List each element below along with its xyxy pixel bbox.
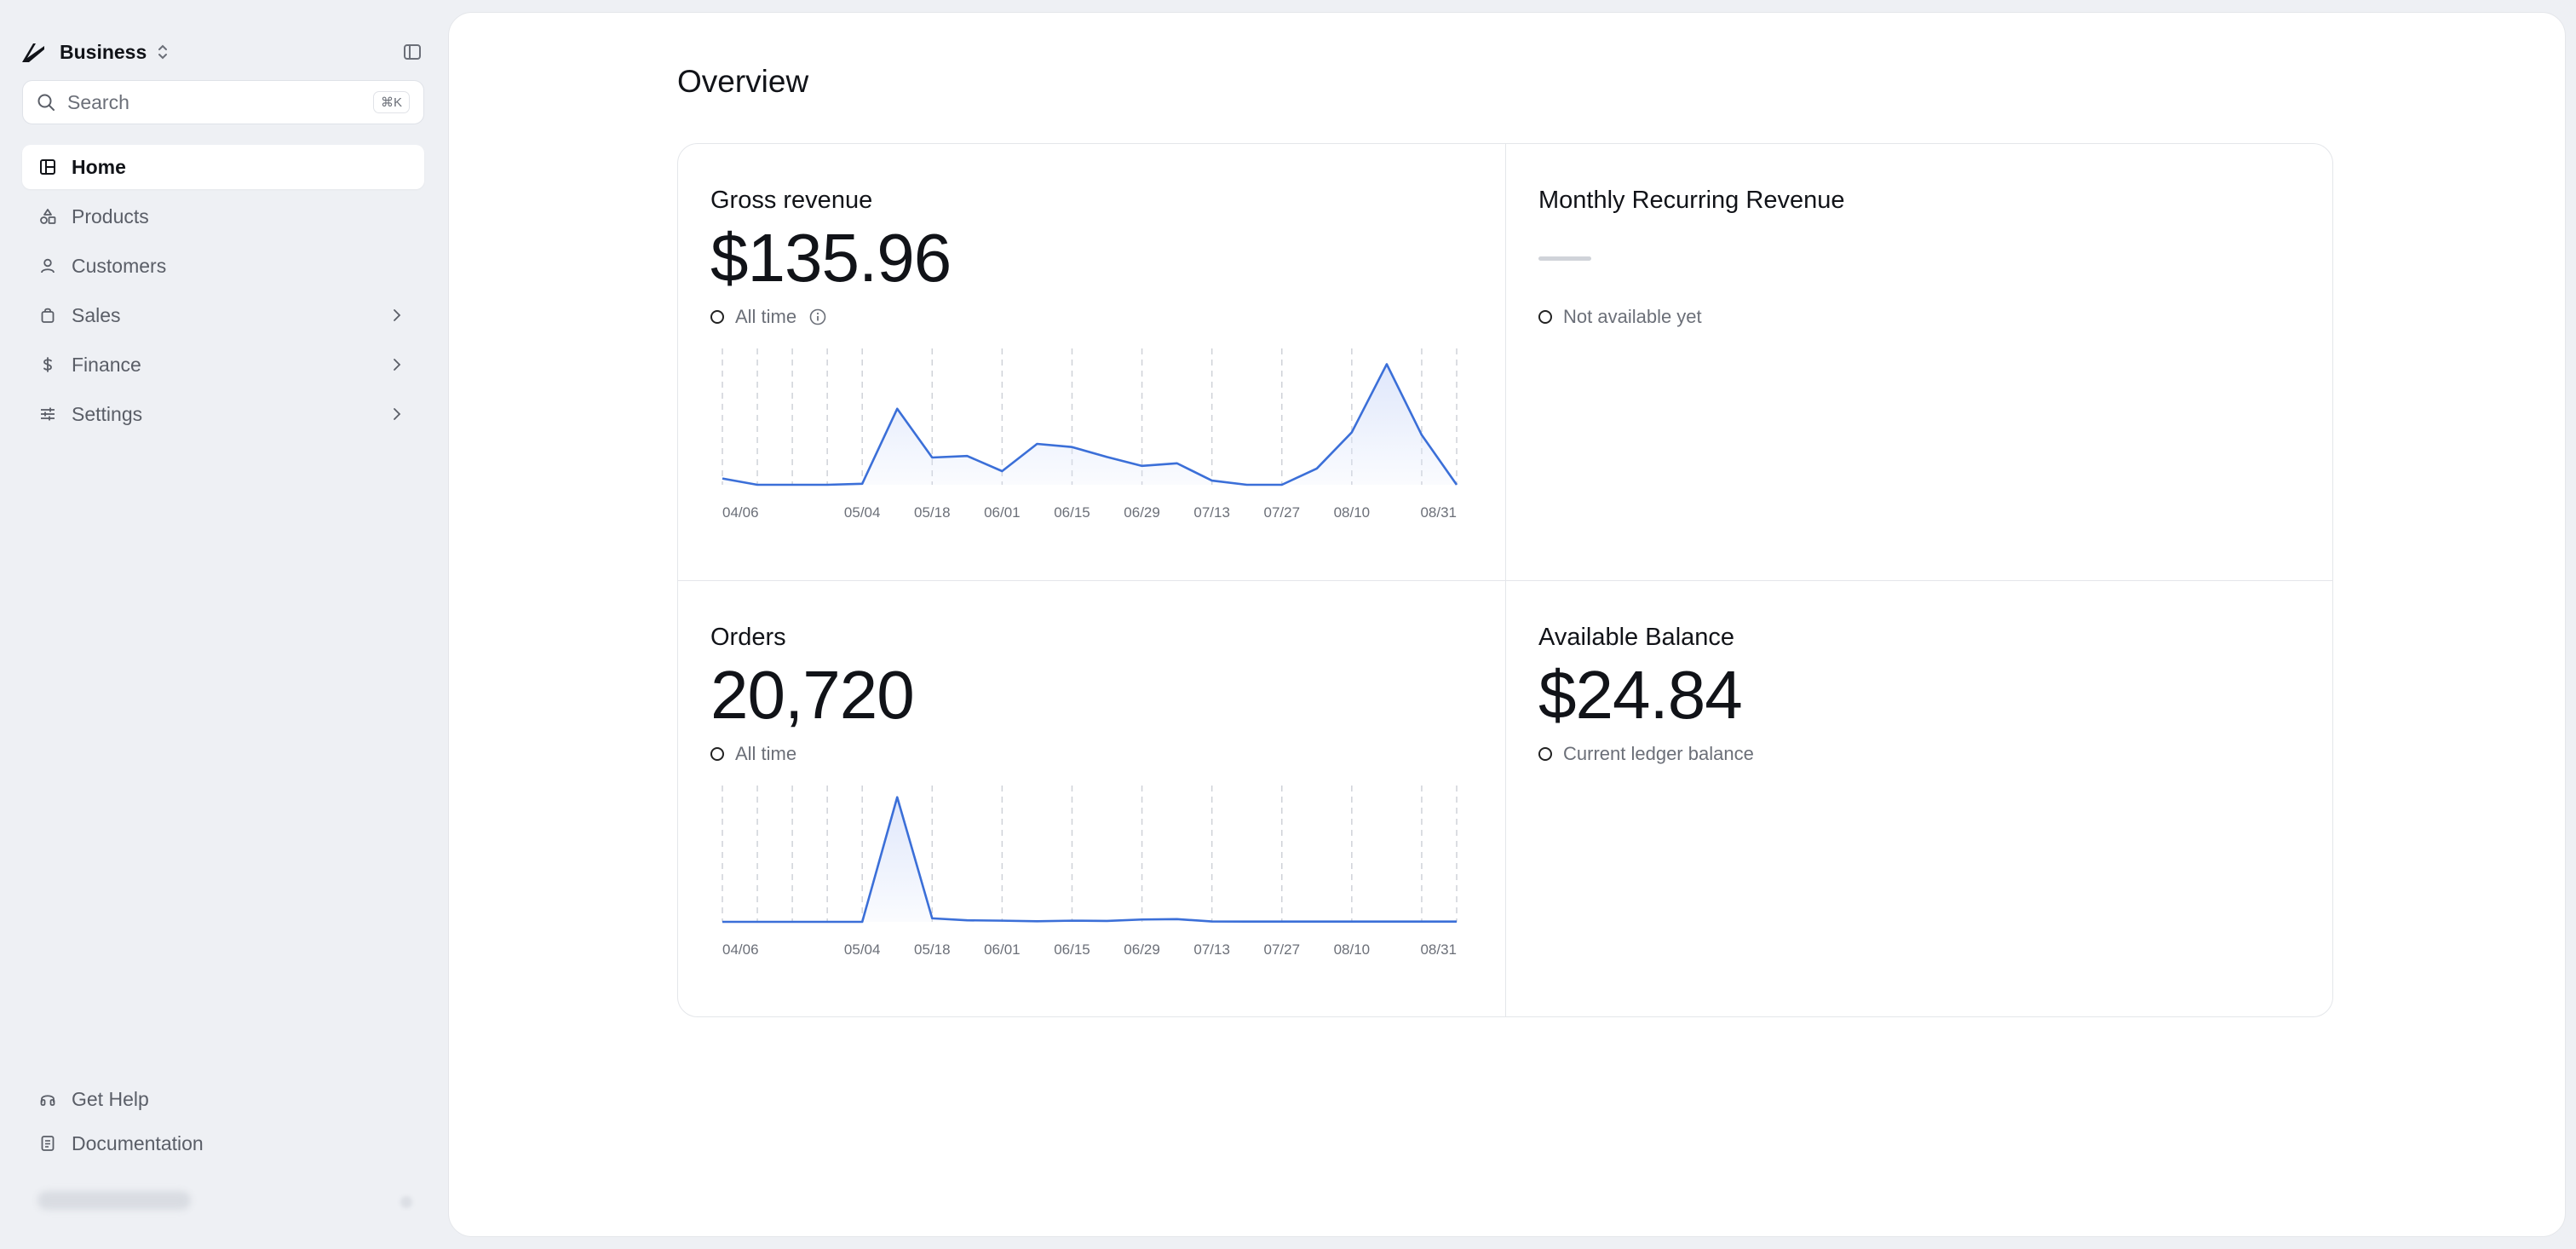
- document-icon: [41, 1136, 55, 1151]
- sidebar-item-label: Finance: [72, 353, 141, 376]
- sidebar-item-label: Settings: [72, 402, 143, 425]
- x-tick-label: 04/06: [722, 941, 759, 958]
- shapes-icon: [40, 209, 56, 224]
- gross-revenue-chart: 04/06 05/04 05/18 06/01 06/15 06/29 07/13 07/27…: [722, 348, 1458, 521]
- x-tick-label: 06/15: [1054, 941, 1090, 958]
- x-tick-label: 06/01: [984, 941, 1021, 958]
- orders-card: Orders 20,720 All time 04/06 05/04 05/18 06…: [678, 581, 1506, 1016]
- x-tick-label: 08/31: [1420, 941, 1457, 958]
- card-title: Available Balance: [1538, 624, 1735, 651]
- brand-logo-icon: [22, 43, 44, 62]
- x-tick-label: 08/10: [1334, 941, 1371, 958]
- x-tick-label: 06/29: [1124, 504, 1160, 521]
- sidebar-item-label: Documentation: [72, 1131, 204, 1154]
- search-icon: [37, 94, 55, 111]
- x-tick-label: 07/27: [1263, 941, 1300, 958]
- user-menu[interactable]: [37, 1191, 412, 1217]
- x-tick-label: 07/27: [1263, 504, 1300, 521]
- x-tick-label: 07/13: [1193, 941, 1230, 958]
- sidebar-item-documentation[interactable]: Documentation: [22, 1123, 424, 1164]
- sidebar-item-label: Sales: [72, 303, 121, 326]
- x-tick-label: 07/13: [1193, 504, 1230, 521]
- card-value: $24.84: [1538, 657, 1743, 733]
- area-fill: [722, 364, 1457, 485]
- card-title: Gross revenue: [710, 187, 873, 214]
- org-name: Business: [60, 40, 147, 63]
- sidebar-toggle-icon[interactable]: [402, 42, 423, 62]
- area-fill: [722, 797, 1457, 922]
- status-ring-icon: [1538, 310, 1552, 324]
- x-tick-label: 05/18: [914, 504, 951, 521]
- x-tick-label: 04/06: [722, 504, 759, 521]
- caption-text: All time: [735, 743, 797, 764]
- sidebar-bottom-nav: Get Help Documentation: [22, 1079, 424, 1167]
- sidebar-item-label: Products: [72, 204, 149, 227]
- card-caption: All time: [710, 743, 796, 765]
- x-tick-label: 05/04: [844, 941, 881, 958]
- sidebar-item-label: Customers: [72, 254, 167, 277]
- sidebar-item-settings[interactable]: Settings: [22, 392, 424, 436]
- x-tick-label: 06/15: [1054, 504, 1090, 521]
- metrics-grid: Gross revenue $135.96 All time 04/06 05/0…: [677, 143, 2333, 1017]
- card-title: Monthly Recurring Revenue: [1538, 187, 1845, 214]
- user-menu-icon: [400, 1196, 412, 1208]
- headphones-icon: [40, 1095, 55, 1106]
- card-caption: Not available yet: [1538, 306, 1702, 328]
- x-tick-label: 06/01: [984, 504, 1021, 521]
- sliders-icon: [41, 407, 55, 421]
- card-title: Orders: [710, 624, 786, 651]
- dollar-icon: [43, 357, 52, 372]
- user-icon: [41, 258, 55, 273]
- sidebar-item-customers[interactable]: Customers: [22, 244, 424, 288]
- page-title: Overview: [677, 64, 809, 99]
- x-tick-label: 05/04: [844, 504, 881, 521]
- main-panel: Overview Gross revenue $135.96 All time …: [448, 12, 2566, 1237]
- shopping-bag-icon: [41, 308, 55, 323]
- mrr-card: Monthly Recurring Revenue — Not availabl…: [1506, 144, 2332, 580]
- card-caption: All time: [710, 306, 827, 328]
- card-value-placeholder: —: [1538, 256, 1591, 261]
- status-ring-icon: [710, 310, 724, 324]
- status-ring-icon: [1538, 747, 1552, 761]
- x-tick-label: 08/31: [1420, 504, 1457, 521]
- status-ring-icon: [710, 747, 724, 761]
- info-icon[interactable]: [808, 308, 827, 326]
- sidebar-item-finance[interactable]: Finance: [22, 342, 424, 387]
- x-tick-label: 05/18: [914, 941, 951, 958]
- sidebar: Business Search ⌘K: [0, 0, 448, 1249]
- card-caption: Current ledger balance: [1538, 743, 1754, 765]
- orders-chart: 04/06 05/04 05/18 06/01 06/15 06/29 07/13 07/27…: [722, 786, 1458, 958]
- gross-revenue-card: Gross revenue $135.96 All time 04/06 05/0…: [678, 144, 1506, 580]
- series-line: [722, 796, 1457, 924]
- x-tick-label: 06/29: [1124, 941, 1160, 958]
- card-value: 20,720: [710, 657, 915, 733]
- sidebar-item-get-help[interactable]: Get Help: [22, 1079, 424, 1119]
- chevron-right-icon: [394, 309, 401, 321]
- search-placeholder: Search: [67, 90, 129, 113]
- search-shortcut: ⌘K: [372, 91, 410, 113]
- grid-divider-horizontal: [678, 580, 2332, 581]
- user-name-redacted: [37, 1191, 191, 1210]
- search-input[interactable]: Search ⌘K: [22, 80, 424, 124]
- sidebar-item-home[interactable]: Home: [22, 145, 424, 189]
- caption-text: All time: [735, 306, 797, 327]
- caption-text: Not available yet: [1563, 306, 1702, 327]
- sidebar-item-label: Home: [72, 155, 126, 178]
- chevron-up-down-icon: [158, 44, 168, 60]
- chevron-right-icon: [394, 408, 401, 420]
- sidebar-item-label: Get Help: [72, 1087, 149, 1110]
- caption-text: Current ledger balance: [1563, 743, 1754, 764]
- org-switcher[interactable]: Business: [20, 36, 428, 68]
- sidebar-item-products[interactable]: Products: [22, 194, 424, 239]
- available-balance-card: Available Balance $24.84 Current ledger …: [1506, 581, 2332, 1016]
- x-tick-label: 08/10: [1334, 504, 1371, 521]
- card-value: $135.96: [710, 220, 952, 296]
- sidebar-item-sales[interactable]: Sales: [22, 293, 424, 337]
- series-line: [722, 363, 1458, 486]
- chevron-right-icon: [394, 359, 401, 371]
- sidebar-nav: Home Products Customers: [22, 145, 424, 441]
- home-grid-icon: [40, 159, 55, 175]
